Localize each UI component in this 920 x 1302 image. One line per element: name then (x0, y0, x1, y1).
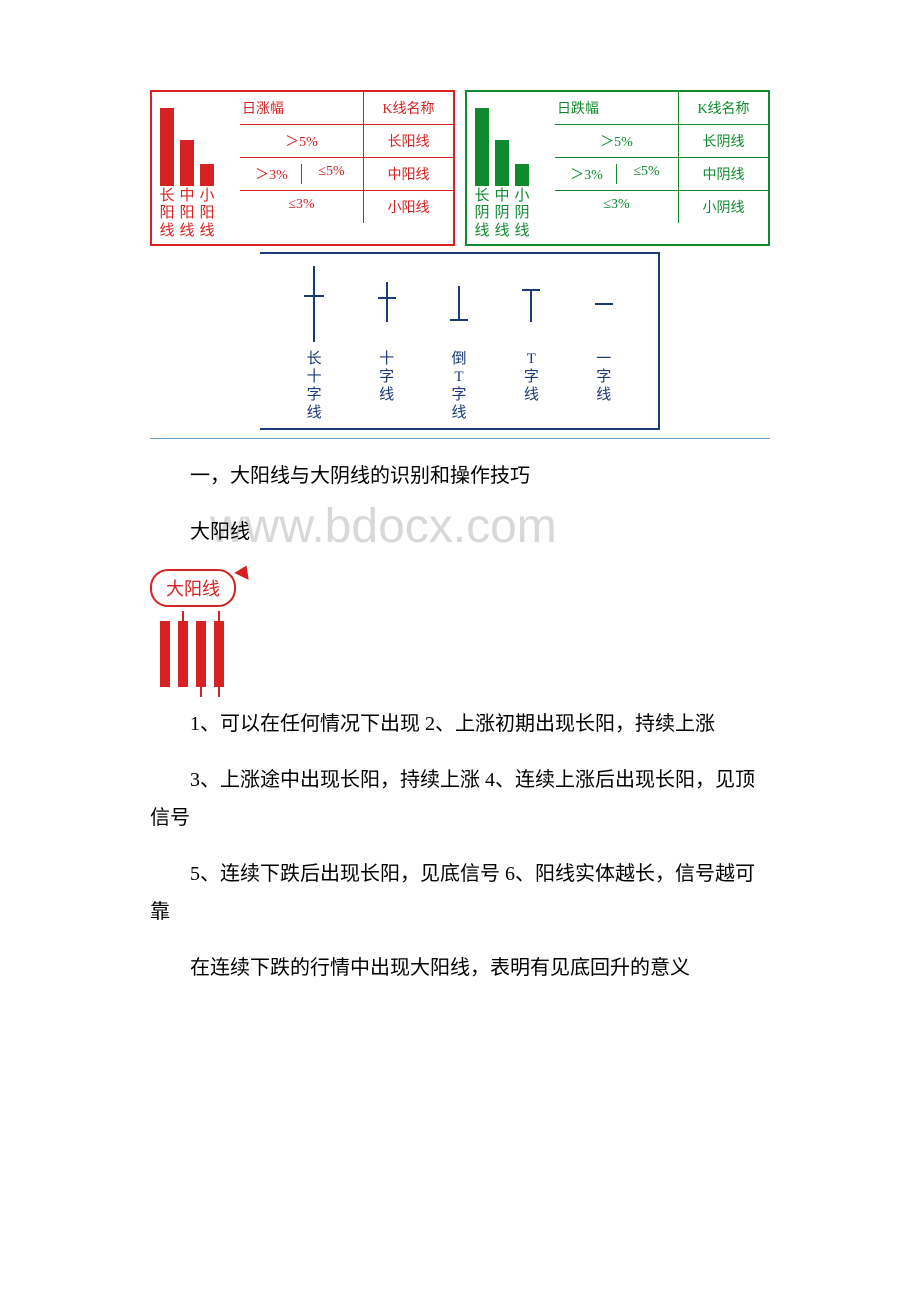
paragraph-1: 1、可以在任何情况下出现 2、上涨初期出现长阳，持续上涨 (150, 705, 770, 743)
dayang-candle-3 (196, 621, 206, 687)
cross-item-inverted-t: 倒T字线 (444, 264, 474, 422)
cross-label-char: 长 (307, 350, 322, 368)
yin-row1-range-r: ≤5% (617, 164, 676, 184)
yang-row1-range-l: ＞3% (242, 164, 302, 184)
yin-bars-viz: 长阴线 中阴线 小阴线 (467, 92, 555, 244)
yang-bar-long (160, 108, 174, 186)
yin-label-mid: 中阴线 (493, 188, 511, 240)
dayang-candle-4 (214, 621, 224, 687)
paragraph-2: 3、上涨途中出现长阳，持续上涨 4、连续上涨后出现长阳，见顶信号 (150, 761, 770, 837)
yin-label-long: 长阴线 (473, 188, 491, 240)
dayang-bubble: 大阳线 (150, 569, 236, 607)
yin-header-range: 日跌幅 (555, 92, 679, 124)
yin-label-small: 小阴线 (513, 188, 531, 240)
yin-header-name: K线名称 (679, 92, 768, 124)
yin-row2-name: 小阴线 (679, 191, 768, 223)
paragraph-3: 5、连续下跌后出现长阳，见底信号 6、阳线实体越长，信号越可靠 (150, 855, 770, 931)
yin-bar-mid (495, 140, 509, 186)
yang-row1-range-r: ≤5% (302, 164, 361, 184)
yang-label-small: 小阳线 (198, 188, 216, 240)
divider (150, 438, 770, 439)
yang-bars-viz: 长阳线 中阳线 小阳线 (152, 92, 240, 244)
cross-item-t: T字线 (516, 264, 546, 422)
cross-line-panel: 长十字线 十字线 倒T字线 T字线 一字线 (260, 252, 660, 430)
yang-label-long: 长阳线 (158, 188, 176, 240)
yang-header-name: K线名称 (364, 92, 453, 124)
cross-item-dash: 一字线 (589, 264, 619, 422)
yin-bar-small (515, 164, 529, 186)
yin-table: 长阴线 中阴线 小阴线 日跌幅 K线名称 ＞5% 长阴线 ＞3% ≤5% (465, 90, 770, 246)
yin-row2-range: ≤3% (555, 191, 679, 223)
dayang-candle-2 (178, 621, 188, 687)
yin-row1-range-l: ＞3% (557, 164, 617, 184)
yang-table: 长阳线 中阳线 小阳线 日涨幅 K线名称 ＞5% 长阳线 ＞3% ≤5% (150, 90, 455, 246)
yang-header-range: 日涨幅 (240, 92, 364, 124)
section-heading: 一，大阳线与大阴线的识别和操作技巧 (150, 457, 770, 495)
yang-row2-name: 小阳线 (364, 191, 453, 223)
yin-row0-name: 长阴线 (679, 125, 768, 157)
cross-item-long: 长十字线 (299, 264, 329, 422)
classification-tables: 长阳线 中阳线 小阳线 日涨幅 K线名称 ＞5% 长阳线 ＞3% ≤5% (150, 90, 770, 246)
yang-bar-mid (180, 140, 194, 186)
yang-row0-range: ＞5% (240, 125, 364, 157)
paragraph-4: 在连续下跌的行情中出现大阳线，表明有见底回升的意义 (150, 949, 770, 987)
arrow-icon (234, 562, 254, 580)
yin-row0-range: ＞5% (555, 125, 679, 157)
yin-bar-long (475, 108, 489, 186)
yang-row0-name: 长阳线 (364, 125, 453, 157)
dayang-candle-1 (160, 621, 170, 687)
cross-item-cross: 十字线 (372, 264, 402, 422)
yang-row1-name: 中阳线 (364, 158, 453, 190)
yang-bar-small (200, 164, 214, 186)
dayang-illustration: 大阳线 (150, 569, 770, 687)
dayang-title: 大阳线 (150, 513, 770, 551)
yang-row2-range: ≤3% (240, 191, 364, 223)
yin-row1-name: 中阴线 (679, 158, 768, 190)
dayang-bubble-text: 大阳线 (166, 579, 220, 599)
yang-label-mid: 中阳线 (178, 188, 196, 240)
